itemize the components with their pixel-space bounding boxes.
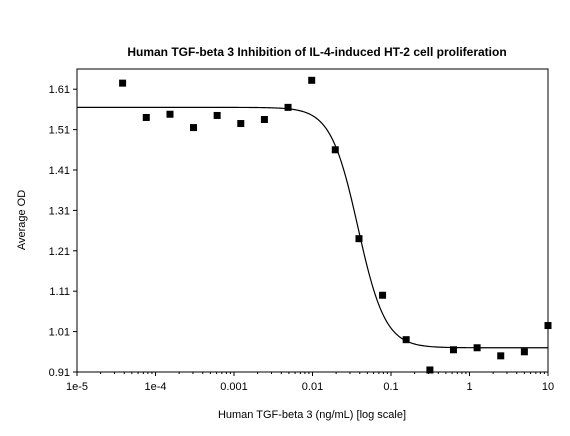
data-point: [497, 352, 505, 360]
x-tick-label: 10: [542, 381, 554, 393]
y-tick-label: 1.11: [49, 286, 70, 298]
y-tick-label: 0.91: [49, 367, 70, 379]
data-point: [260, 116, 268, 123]
y-tick-label: 1.01: [49, 327, 70, 339]
y-axis-ticks: 0.91 1.01 1.11 1.21 1.31 1.41 1.51 1.61: [49, 84, 77, 379]
x-axis-ticks: 1e-5 1e-4 0.001 0.01 0.1 1 10: [66, 372, 554, 393]
data-point: [402, 336, 410, 344]
y-tick-label: 1.21: [49, 246, 70, 258]
data-point: [142, 113, 150, 121]
chart-title: Human TGF-beta 3 Inhibition of IL-4-indu…: [127, 45, 506, 59]
data-point: [426, 366, 434, 374]
data-point: [190, 124, 198, 132]
data-point: [166, 110, 174, 118]
x-axis-label: Human TGF-beta 3 (ng/mL) [log scale]: [218, 409, 406, 421]
x-tick-label: 0.1: [383, 381, 398, 393]
y-axis-label: Average OD: [16, 190, 28, 250]
data-point: [284, 103, 292, 111]
data-point: [331, 146, 339, 154]
x-tick-label: 1e-4: [144, 381, 166, 393]
data-point: [355, 235, 363, 243]
x-tick-label: 0.01: [302, 381, 323, 393]
data-point: [473, 344, 481, 352]
data-point: [449, 346, 457, 354]
x-tick-label: 1: [466, 381, 472, 393]
data-point: [520, 348, 528, 356]
data-point: [119, 79, 127, 87]
x-tick-label: 0.001: [220, 381, 248, 393]
data-points: [119, 76, 552, 374]
fit-curve: [77, 106, 548, 349]
y-tick-label: 1.61: [49, 84, 70, 96]
data-point: [544, 322, 552, 330]
data-point: [379, 291, 387, 299]
y-tick-label: 1.31: [49, 205, 70, 217]
data-point: [237, 120, 245, 128]
data-point: [213, 111, 221, 119]
data-point: [308, 76, 316, 84]
y-tick-label: 1.51: [49, 125, 70, 137]
x-tick-label: 1e-5: [66, 381, 88, 393]
y-tick-label: 1.41: [49, 165, 70, 177]
